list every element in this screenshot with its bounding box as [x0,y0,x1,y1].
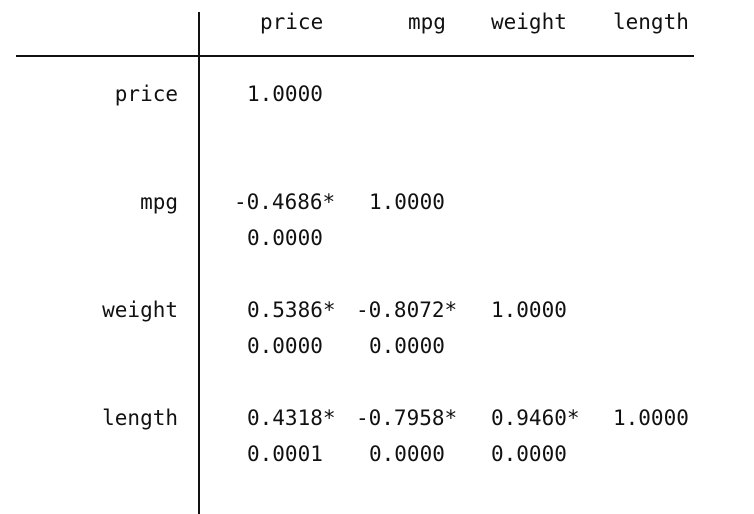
cell-length-weight: 0.9460* [491,406,580,430]
pval-length-mpg: 0.0000 [369,442,445,466]
column-header-mpg: mpg [408,10,446,34]
cell-length-length: 1.0000 [613,406,689,430]
pval-weight-mpg: 0.0000 [369,334,445,358]
pval-length-price: 0.0001 [247,442,323,466]
row-label-weight: weight [102,298,178,322]
cell-weight-weight: 1.0000 [491,298,567,322]
table-vertical-divider [198,12,200,514]
cell-price-price: 1.0000 [247,82,323,106]
column-header-length: length [613,10,689,34]
table-header-divider [16,55,694,57]
row-label-price: price [114,82,178,106]
cell-length-price: 0.4318* [247,406,336,430]
cell-weight-price: 0.5386* [247,298,336,322]
row-label-mpg: mpg [140,190,178,214]
cell-weight-mpg: -0.8072* [356,298,458,322]
column-header-weight: weight [491,10,567,34]
pval-weight-price: 0.0000 [247,334,323,358]
pval-mpg-price: 0.0000 [247,226,323,250]
column-header-price: price [260,10,324,34]
cell-mpg-price: -0.4686* [234,190,336,214]
cell-length-mpg: -0.7958* [356,406,458,430]
cell-mpg-mpg: 1.0000 [369,190,445,214]
pval-length-weight: 0.0000 [491,442,567,466]
row-label-length: length [102,406,178,430]
